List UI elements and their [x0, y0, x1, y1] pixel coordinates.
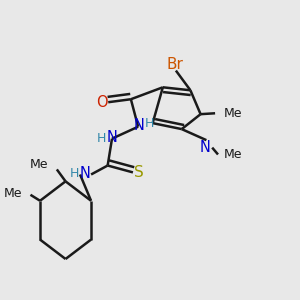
Text: N: N	[80, 167, 91, 182]
Text: H: H	[96, 132, 106, 145]
Text: N: N	[133, 118, 144, 133]
Text: H: H	[145, 117, 154, 130]
Text: N: N	[200, 140, 210, 154]
Text: Me: Me	[3, 187, 22, 200]
Text: Me: Me	[224, 107, 242, 120]
Text: H: H	[70, 167, 80, 180]
Text: N: N	[106, 130, 117, 145]
Text: S: S	[134, 166, 144, 181]
Text: Me: Me	[224, 148, 242, 161]
Text: Br: Br	[166, 56, 183, 71]
Text: O: O	[96, 95, 108, 110]
Text: Me: Me	[30, 158, 48, 171]
